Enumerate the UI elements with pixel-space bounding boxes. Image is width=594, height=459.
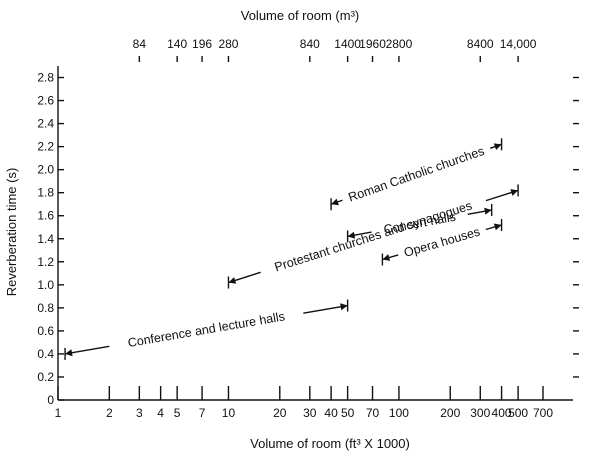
range-arrowhead	[493, 223, 502, 231]
range-arrowhead	[493, 143, 502, 150]
y-tick-label: 1.4	[37, 232, 54, 246]
x-tick-label: 3	[136, 406, 143, 420]
top-axis-title: Volume of room (m³)	[241, 8, 359, 23]
x-tick-label: 1	[55, 406, 62, 420]
range-arrowhead	[347, 231, 356, 239]
range-arrowhead	[510, 189, 519, 196]
range-label: Roman Catholic churches	[346, 144, 486, 205]
y-tick-label: 1.6	[37, 209, 54, 223]
range-label: Conference and lecture halls	[127, 309, 286, 350]
range-arrowhead	[382, 254, 391, 261]
x-axis-title: Volume of room (ft³ X 1000)	[250, 436, 410, 451]
range-arrowhead	[331, 198, 339, 206]
x-tick-label: 70	[366, 406, 380, 420]
y-tick-label: 2.8	[37, 71, 54, 85]
x-tick-label: 500	[508, 406, 528, 420]
x-tick-label: 40	[324, 406, 338, 420]
x2-tick-label: 140	[167, 37, 187, 51]
range-line	[303, 304, 348, 314]
y-tick-label: 1.0	[37, 278, 54, 292]
x-tick-label: 20	[273, 406, 287, 420]
x2-tick-label: 8400	[467, 37, 494, 51]
y-axis-title: Reverberation time (s)	[4, 168, 19, 297]
left-axis: 0 0.2 0.4 0.6 0.8 1.0 1.2 1.4 1.6 1.8 2.0 2.2 2.4 2.6…	[37, 66, 64, 407]
x2-tick-label: 2800	[386, 37, 413, 51]
x2-tick-label: 1400	[334, 37, 361, 51]
y-tick-label: 0.4	[37, 347, 54, 361]
x-tick-label: 2	[106, 406, 113, 420]
y-tick-label: 1.2	[37, 255, 54, 269]
x-tick-label: 200	[440, 406, 460, 420]
x2-tick-label: 280	[218, 37, 238, 51]
x-tick-label: 4	[157, 406, 164, 420]
y-tick-label: 2.0	[37, 163, 54, 177]
x-tick-label: 700	[533, 406, 553, 420]
x-tick-label: 100	[389, 406, 409, 420]
x-tick-label: 5	[174, 406, 181, 420]
range-arrowhead	[65, 349, 73, 357]
x-tick-label: 7	[199, 406, 206, 420]
x2-tick-label: 196	[192, 37, 212, 51]
x2-tick-label: 840	[300, 37, 320, 51]
range-arrowhead	[340, 303, 348, 311]
y-tick-label: 2.2	[37, 140, 54, 154]
range-2: Roman Catholic churches	[330, 138, 503, 211]
y-tick-label: 0.8	[37, 301, 54, 315]
y-tick-label: 1.8	[37, 186, 54, 200]
y-tick-label: 2.6	[37, 94, 54, 108]
x2-tick-label: 14,000	[500, 37, 537, 51]
y-tick-label: 0	[47, 393, 54, 407]
range-arrowhead	[484, 207, 492, 215]
y-tick-label: 2.4	[37, 117, 54, 131]
x-tick-label: 30	[303, 406, 317, 420]
x-tick-label: 50	[341, 406, 355, 420]
x2-tick-label: 84	[133, 37, 147, 51]
x-tick-label: 300	[470, 406, 490, 420]
range-line	[64, 345, 110, 355]
range-0: Conference and lecture halls	[64, 299, 349, 360]
y-tick-label: 0.2	[37, 370, 54, 384]
x2-tick-label: 1960	[359, 37, 386, 51]
x-tick-label: 10	[222, 406, 236, 420]
right-axis	[573, 76, 579, 378]
x-tick-label: 400	[492, 406, 512, 420]
range-arrowhead	[228, 277, 237, 284]
y-tick-label: 0.6	[37, 324, 54, 338]
